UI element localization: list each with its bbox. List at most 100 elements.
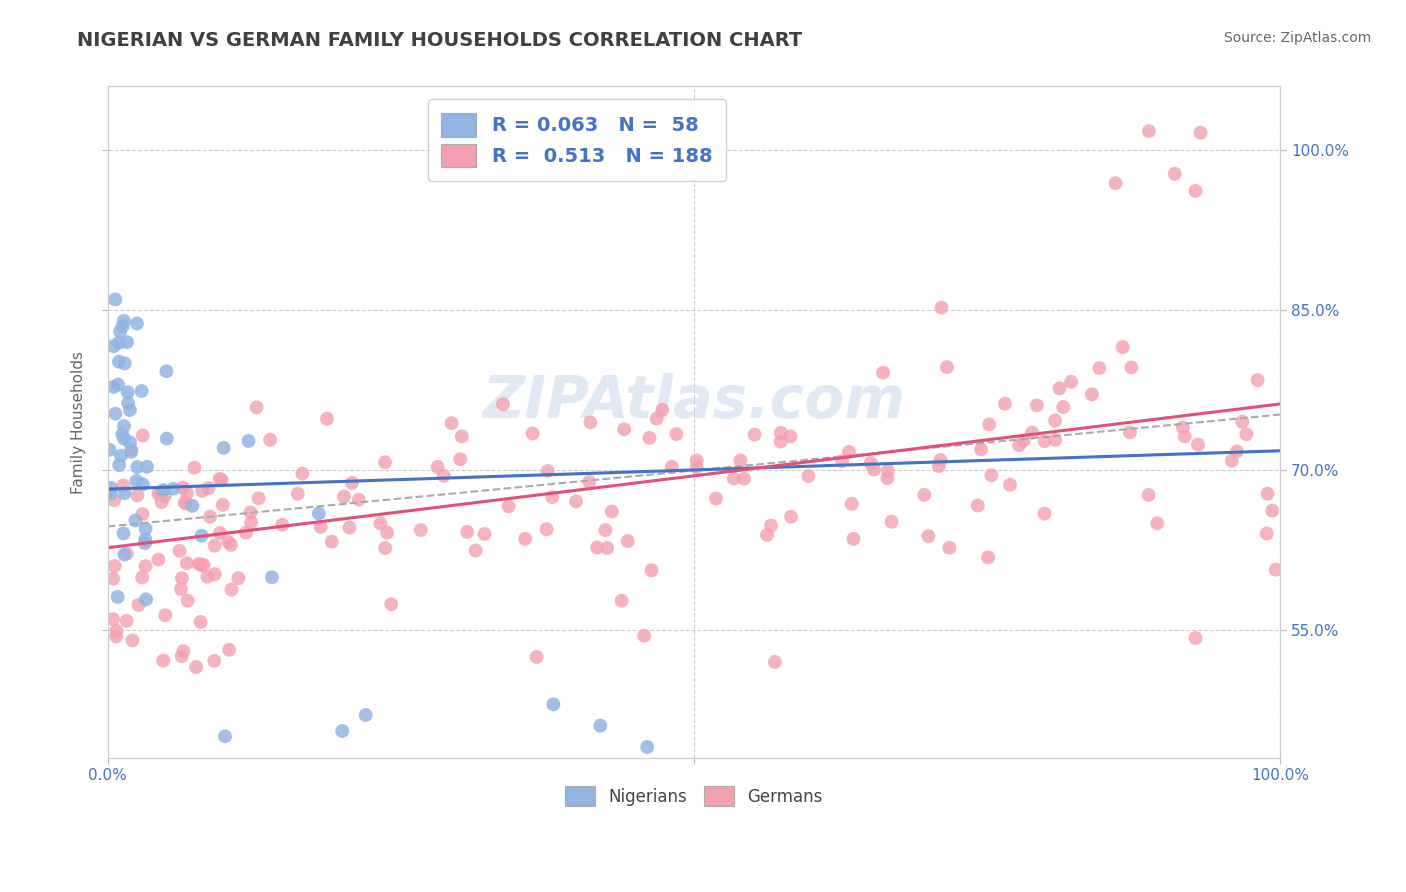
Point bbox=[127, 598, 149, 612]
Point bbox=[218, 642, 240, 657]
Point bbox=[578, 475, 600, 489]
Point bbox=[111, 319, 134, 334]
Point bbox=[172, 481, 194, 495]
Point bbox=[176, 593, 198, 607]
Point bbox=[744, 427, 766, 442]
Point bbox=[195, 570, 218, 584]
Point bbox=[187, 557, 209, 571]
Point bbox=[354, 708, 377, 723]
Point bbox=[1184, 631, 1206, 645]
Point bbox=[316, 412, 339, 426]
Point bbox=[202, 654, 225, 668]
Point bbox=[321, 534, 343, 549]
Point bbox=[170, 649, 193, 664]
Point bbox=[124, 513, 146, 527]
Point bbox=[111, 427, 134, 442]
Point bbox=[1008, 438, 1031, 452]
Point bbox=[1137, 124, 1160, 138]
Point bbox=[131, 384, 153, 398]
Point bbox=[1261, 504, 1284, 518]
Point bbox=[260, 570, 283, 584]
Point bbox=[917, 529, 939, 543]
Point bbox=[426, 459, 449, 474]
Point bbox=[730, 453, 752, 467]
Point bbox=[1189, 126, 1212, 140]
Point bbox=[979, 417, 1001, 432]
Point bbox=[536, 522, 558, 536]
Point bbox=[115, 547, 138, 561]
Point bbox=[616, 534, 638, 549]
Point bbox=[380, 597, 402, 611]
Point bbox=[287, 487, 309, 501]
Point bbox=[998, 477, 1021, 491]
Point bbox=[208, 526, 231, 541]
Point bbox=[651, 402, 673, 417]
Point bbox=[600, 505, 623, 519]
Point bbox=[1111, 340, 1133, 354]
Point bbox=[211, 473, 233, 487]
Point bbox=[440, 416, 463, 430]
Point bbox=[1174, 429, 1197, 443]
Point bbox=[135, 592, 157, 607]
Point bbox=[108, 325, 131, 339]
Point bbox=[134, 536, 156, 550]
Point bbox=[340, 475, 363, 490]
Point bbox=[756, 528, 779, 542]
Point bbox=[831, 454, 853, 468]
Point bbox=[131, 570, 153, 584]
Point bbox=[733, 472, 755, 486]
Point bbox=[515, 532, 537, 546]
Point bbox=[498, 500, 520, 514]
Point bbox=[204, 539, 226, 553]
Point bbox=[271, 517, 294, 532]
Text: Source: ZipAtlas.com: Source: ZipAtlas.com bbox=[1223, 31, 1371, 45]
Point bbox=[1246, 373, 1268, 387]
Point bbox=[1226, 444, 1249, 458]
Point bbox=[117, 396, 139, 410]
Point bbox=[723, 472, 745, 486]
Point bbox=[190, 615, 212, 629]
Point bbox=[115, 614, 138, 628]
Point bbox=[247, 491, 270, 506]
Point bbox=[176, 556, 198, 570]
Point bbox=[863, 462, 886, 476]
Point bbox=[1104, 176, 1126, 190]
Point bbox=[1088, 361, 1111, 376]
Text: ZIPAtlas.com: ZIPAtlas.com bbox=[482, 374, 905, 430]
Point bbox=[217, 534, 239, 549]
Point bbox=[193, 558, 215, 572]
Point bbox=[191, 483, 214, 498]
Point bbox=[112, 432, 135, 446]
Point bbox=[150, 484, 173, 499]
Point bbox=[1081, 387, 1104, 401]
Point bbox=[156, 432, 179, 446]
Point bbox=[228, 571, 250, 585]
Point bbox=[1257, 486, 1279, 500]
Point bbox=[104, 293, 127, 307]
Point bbox=[190, 529, 212, 543]
Point bbox=[1137, 488, 1160, 502]
Point bbox=[112, 419, 135, 434]
Point bbox=[640, 563, 662, 577]
Point bbox=[112, 548, 135, 562]
Point bbox=[938, 541, 960, 555]
Point bbox=[1052, 400, 1074, 414]
Point bbox=[212, 441, 235, 455]
Point bbox=[541, 490, 564, 504]
Point bbox=[780, 509, 803, 524]
Point bbox=[110, 449, 132, 463]
Point bbox=[155, 364, 177, 378]
Point bbox=[685, 460, 707, 475]
Point bbox=[838, 445, 860, 459]
Point bbox=[931, 301, 953, 315]
Point bbox=[235, 525, 257, 540]
Point bbox=[994, 397, 1017, 411]
Point bbox=[665, 427, 688, 442]
Point bbox=[522, 426, 544, 441]
Point bbox=[928, 458, 950, 473]
Point bbox=[108, 458, 131, 472]
Point bbox=[183, 460, 205, 475]
Point bbox=[190, 558, 212, 572]
Point bbox=[375, 525, 398, 540]
Point bbox=[135, 559, 157, 574]
